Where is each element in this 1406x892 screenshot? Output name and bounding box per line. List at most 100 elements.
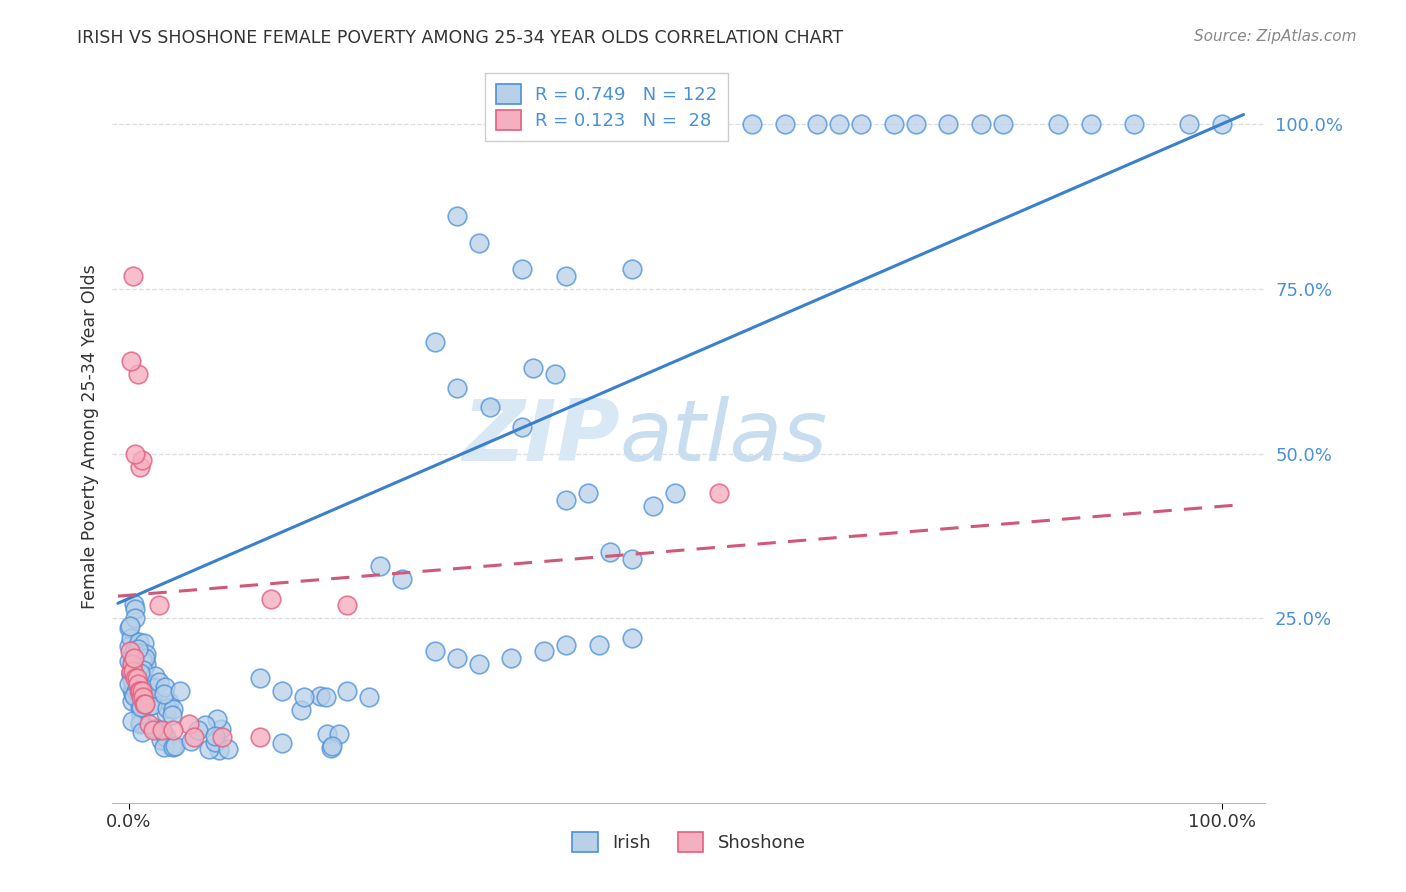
Point [134,636,156,650]
Point [131,698,153,712]
Point [131,653,153,667]
Point [290,703,312,717]
Point [131,725,153,739]
Point [128,634,150,648]
Point [446,210,468,224]
Point [155,730,177,744]
Point [260,591,283,606]
Point [128,459,150,474]
Point [446,381,468,395]
Point [599,545,621,559]
Point [162,740,184,755]
Point [118,639,141,653]
Point [152,724,174,739]
Point [741,117,763,131]
Point [122,645,145,659]
Point [588,638,610,652]
Point [169,684,191,698]
Point [292,690,315,705]
Point [120,631,142,645]
Point [555,268,578,283]
Point [120,664,142,678]
Point [849,117,872,131]
Point [134,684,156,698]
Point [142,681,165,696]
Point [124,611,146,625]
Point [155,706,177,721]
Point [1123,117,1146,131]
Point [249,671,271,685]
Point [204,735,226,749]
Point [707,486,730,500]
Point [118,621,141,635]
Point [1046,117,1069,131]
Point [620,262,643,277]
Point [122,268,145,283]
Point [970,117,993,131]
Point [135,657,157,671]
Point [1080,117,1102,131]
Point [510,262,533,277]
Point [183,730,205,744]
Point [132,696,155,710]
Point [904,117,927,131]
Point [368,558,391,573]
Point [423,644,446,658]
Point [501,650,523,665]
Text: atlas: atlas [620,395,828,479]
Text: ZIP: ZIP [463,395,620,479]
Point [120,665,142,680]
Point [122,652,145,666]
Point [163,739,186,754]
Point [125,671,148,685]
Point [134,647,156,661]
Point [120,354,142,368]
Point [124,446,146,460]
Point [129,681,152,696]
Point [122,598,145,612]
Point [121,682,143,697]
Point [620,552,643,566]
Point [129,683,152,698]
Point [148,675,170,690]
Point [194,718,217,732]
Point [124,684,146,698]
Point [162,702,184,716]
Point [124,642,146,657]
Point [121,694,143,708]
Point [128,646,150,660]
Point [205,712,228,726]
Point [209,722,232,736]
Point [522,360,544,375]
Point [128,717,150,731]
Point [321,739,343,753]
Point [1178,117,1201,131]
Point [938,117,960,131]
Point [208,742,231,756]
Point [124,671,146,685]
Point [576,486,599,500]
Point [122,686,145,700]
Point [129,700,152,714]
Point [134,697,156,711]
Point [138,699,160,714]
Point [218,741,240,756]
Point [177,716,200,731]
Point [128,683,150,698]
Point [129,690,152,705]
Point [321,741,343,756]
Point [423,334,446,349]
Point [134,685,156,699]
Point [159,739,181,753]
Point [315,690,337,705]
Point [121,655,143,669]
Point [120,619,142,633]
Point [155,733,177,747]
Point [180,734,202,748]
Point [544,368,567,382]
Point [620,631,643,645]
Point [162,708,184,723]
Point [991,117,1014,131]
Point [121,657,143,672]
Point [1211,117,1233,131]
